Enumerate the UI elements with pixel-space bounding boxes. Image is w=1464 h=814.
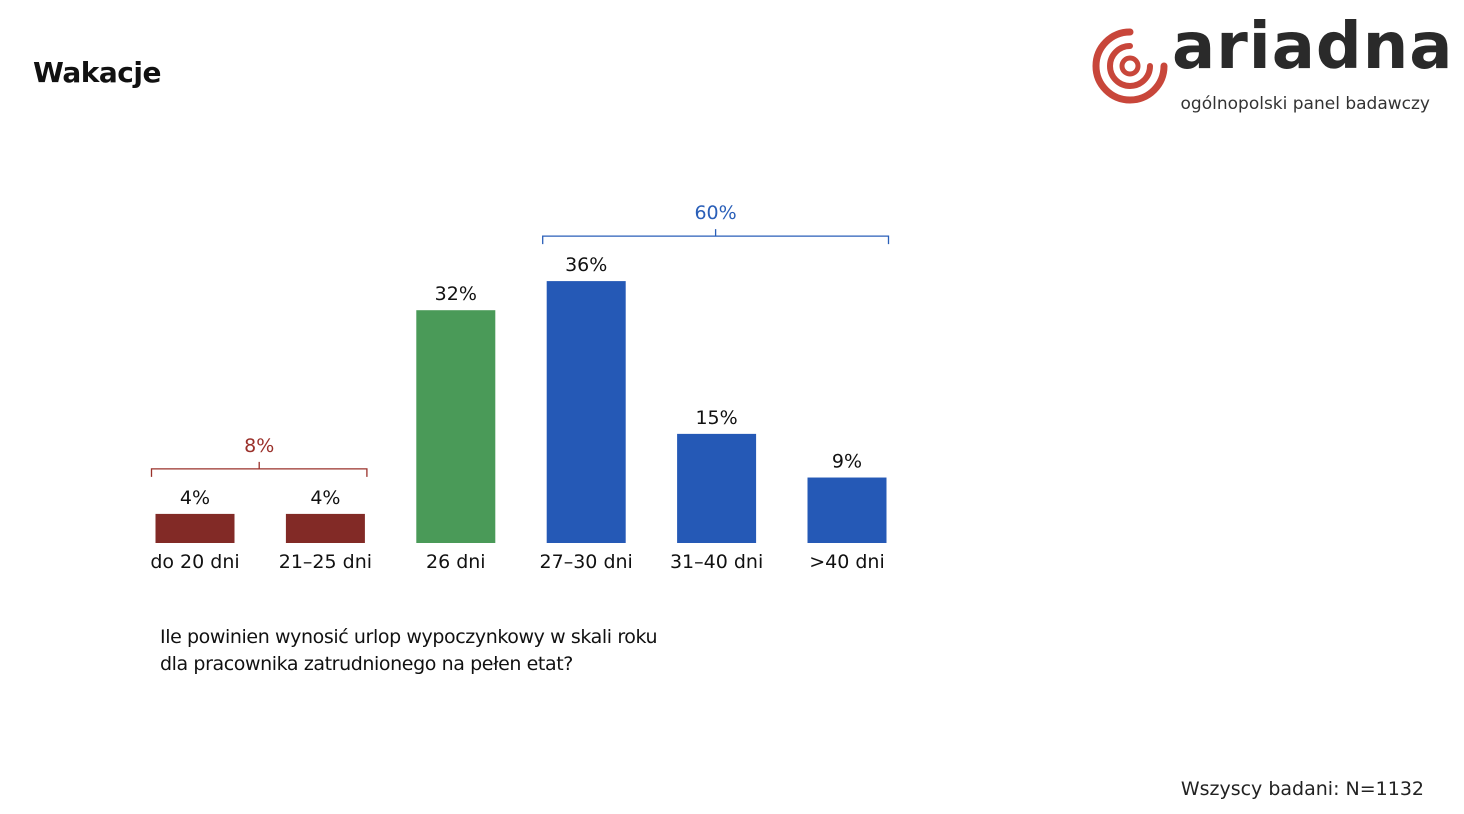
bar (546, 281, 626, 543)
group-total-label: 60% (694, 202, 736, 224)
bar-value-label: 36% (565, 254, 607, 276)
category-label: 31–40 dni (670, 551, 763, 573)
sample-base-note: Wszyscy badani: N=1132 (1180, 778, 1424, 800)
logo-wordmark: ariadna (1172, 10, 1454, 84)
bar-value-label: 4% (180, 487, 210, 509)
bar (677, 433, 757, 543)
group-bracket (542, 229, 890, 245)
category-label: 26 dni (426, 551, 486, 573)
category-label: 21–25 dni (279, 551, 372, 573)
category-label: >40 dni (809, 551, 885, 573)
bar (285, 513, 365, 543)
group-total-label: 8% (244, 435, 274, 457)
category-label: do 20 dni (150, 551, 239, 573)
bar (416, 310, 496, 543)
group-bracket (150, 461, 368, 477)
logo: ariadna ogólnopolski panel badawczy (1090, 10, 1452, 118)
page-title: Wakacje (33, 56, 161, 89)
category-label: 27–30 dni (540, 551, 633, 573)
bar-value-label: 9% (832, 451, 862, 473)
bar-value-label: 15% (695, 407, 737, 429)
logo-tagline: ogólnopolski panel badawczy (1180, 94, 1430, 114)
concentric-circle-logo-icon (1092, 28, 1168, 104)
bar-chart: 4% do 20 dni 4% 21–25 dni 32% 26 dni 36% 27–30 … (150, 202, 890, 573)
bar (807, 477, 887, 543)
bar (155, 513, 235, 543)
survey-question: Ile powinien wynosić urlop wypoczynkowy … (160, 624, 658, 678)
bar-value-label: 32% (435, 283, 477, 305)
question-line-2: dla pracownika zatrudnionego na pełen et… (160, 653, 573, 675)
bar-value-label: 4% (310, 487, 340, 509)
question-line-1: Ile powinien wynosić urlop wypoczynkowy … (160, 626, 658, 648)
